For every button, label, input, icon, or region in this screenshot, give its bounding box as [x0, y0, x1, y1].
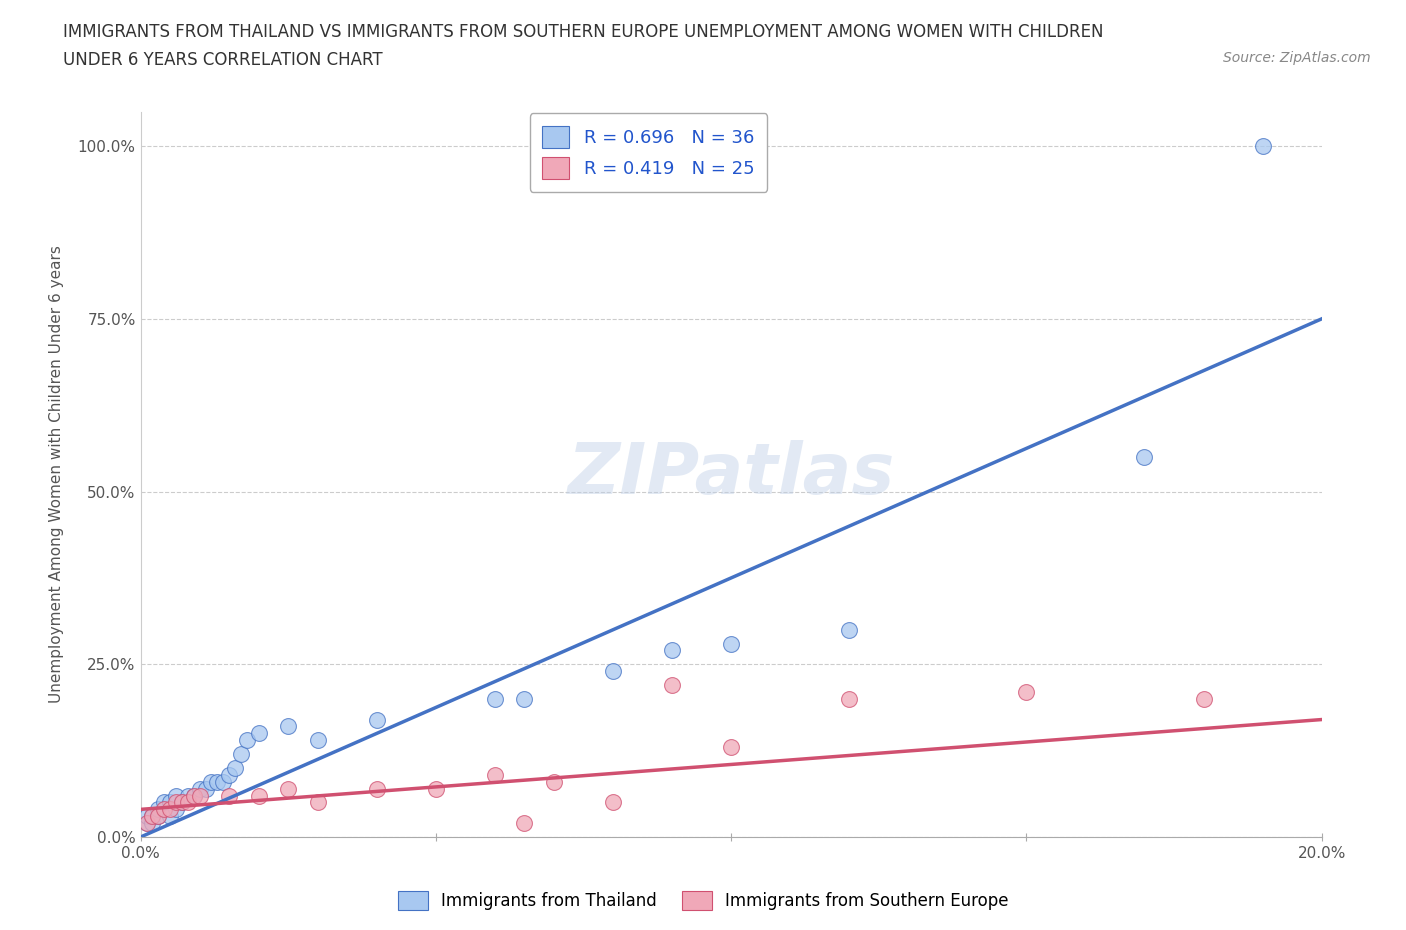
Point [170, 795, 193, 810]
Point [277, 719, 299, 734]
Point [1251, 139, 1274, 153]
Point [141, 809, 163, 824]
Point [177, 795, 200, 810]
Point [307, 733, 329, 748]
Point [135, 816, 157, 830]
Point [366, 712, 388, 727]
Point [661, 643, 683, 658]
Point [165, 802, 187, 817]
Point [484, 767, 506, 782]
Point [224, 761, 246, 776]
Point [661, 678, 683, 693]
Point [153, 795, 176, 810]
Point [159, 809, 181, 824]
Point [838, 622, 860, 637]
Point [148, 802, 170, 817]
Point [148, 809, 170, 824]
Point [602, 664, 624, 679]
Y-axis label: Unemployment Among Women with Children Under 6 years: Unemployment Among Women with Children U… [49, 246, 63, 703]
Legend: Immigrants from Thailand, Immigrants from Southern Europe: Immigrants from Thailand, Immigrants fro… [391, 884, 1015, 917]
Text: ZIPatlas: ZIPatlas [568, 440, 894, 509]
Point [194, 781, 217, 796]
Point [720, 636, 742, 651]
Point [148, 809, 170, 824]
Point [200, 775, 222, 790]
Point [188, 781, 211, 796]
Point [165, 788, 187, 803]
Point [218, 767, 240, 782]
Point [838, 691, 860, 706]
Point [183, 788, 205, 803]
Point [188, 788, 211, 803]
Point [277, 781, 299, 796]
Point [218, 788, 240, 803]
Point [247, 788, 270, 803]
Point [170, 795, 193, 810]
Point [141, 816, 163, 830]
Text: Source: ZipAtlas.com: Source: ZipAtlas.com [1223, 51, 1371, 65]
Point [602, 795, 624, 810]
Text: IMMIGRANTS FROM THAILAND VS IMMIGRANTS FROM SOUTHERN EUROPE UNEMPLOYMENT AMONG W: IMMIGRANTS FROM THAILAND VS IMMIGRANTS F… [63, 23, 1104, 41]
Point [141, 809, 163, 824]
Point [212, 775, 235, 790]
Point [207, 775, 229, 790]
Point [1133, 449, 1156, 464]
Point [165, 795, 187, 810]
Point [513, 691, 536, 706]
Point [135, 816, 157, 830]
Point [720, 739, 742, 754]
Text: UNDER 6 YEARS CORRELATION CHART: UNDER 6 YEARS CORRELATION CHART [63, 51, 382, 69]
Point [425, 781, 447, 796]
Point [135, 809, 157, 824]
Point [1192, 691, 1215, 706]
Point [153, 802, 176, 817]
Legend: R = 0.696   N = 36, R = 0.419   N = 25: R = 0.696 N = 36, R = 0.419 N = 25 [530, 113, 768, 192]
Point [153, 802, 176, 817]
Point [1015, 684, 1038, 699]
Point [159, 795, 181, 810]
Point [183, 788, 205, 803]
Point [543, 775, 565, 790]
Point [484, 691, 506, 706]
Point [307, 795, 329, 810]
Point [247, 726, 270, 741]
Point [366, 781, 388, 796]
Point [236, 733, 259, 748]
Point [229, 747, 252, 762]
Point [159, 802, 181, 817]
Point [513, 816, 536, 830]
Point [177, 788, 200, 803]
